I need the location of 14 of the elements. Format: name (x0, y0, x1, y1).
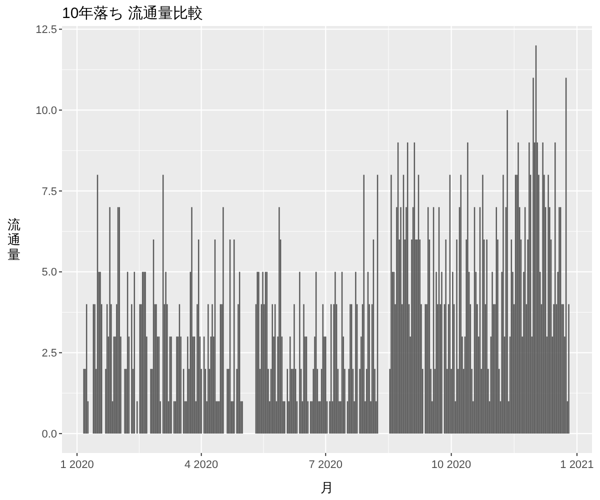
y-axis-title: 流通量 (8, 217, 20, 262)
y-tick-label: 12.5 (36, 24, 57, 36)
x-tick-label: 1 2020 (60, 459, 94, 471)
chart-title: 10年落ち 流通量比較 (62, 5, 203, 22)
y-tick-label: 0.0 (42, 428, 57, 440)
y-tick-label: 5.0 (42, 266, 57, 279)
x-tick-label: 4 2020 (184, 459, 218, 471)
x-tick-label: 7 2020 (308, 459, 342, 471)
x-tick-label: 1 2021 (560, 459, 594, 471)
y-tick-label: 10.0 (36, 104, 57, 117)
x-axis-title: 月 (320, 480, 334, 495)
x-tick-label: 10 2020 (431, 459, 472, 471)
y-tick-label: 2.5 (42, 348, 57, 360)
y-tick-label: 7.5 (42, 186, 57, 198)
